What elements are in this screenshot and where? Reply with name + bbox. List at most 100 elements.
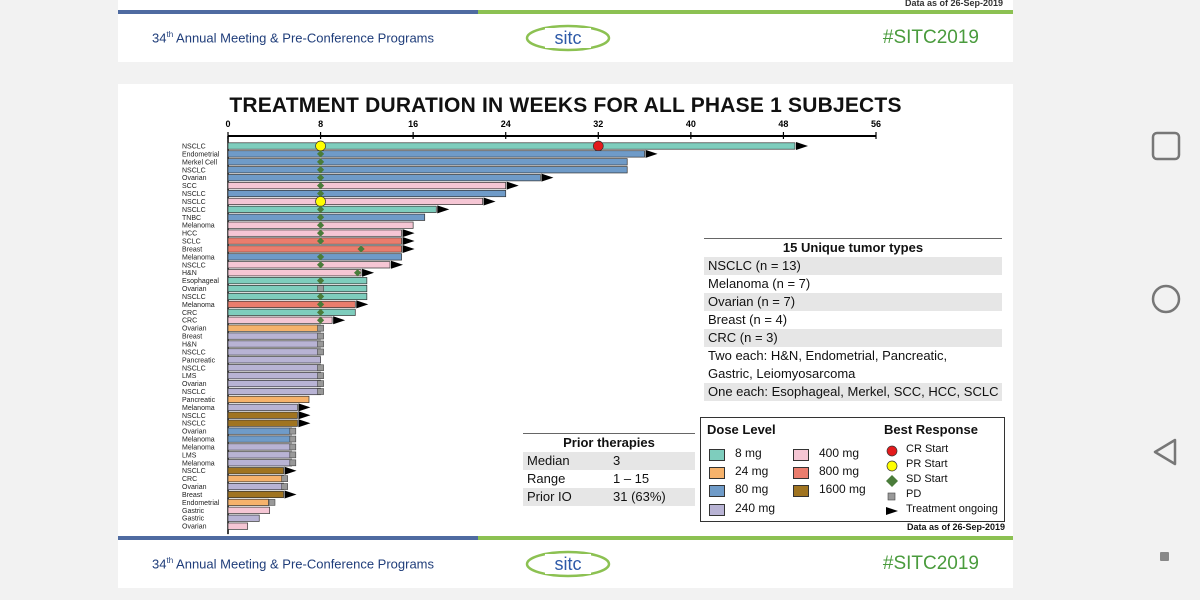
x-tick-label: 8 <box>318 119 323 129</box>
duration-bar <box>227 174 541 182</box>
ongoing-arrow <box>391 260 403 269</box>
slide-bottom-gap <box>118 588 1013 600</box>
sitc-logo-footer: sitc <box>525 550 611 578</box>
duration-bar <box>227 340 321 348</box>
subject-label: Ovarian <box>182 484 207 491</box>
subject-label: Gastric <box>182 508 205 515</box>
response-legend-label: PR Start <box>906 458 948 470</box>
cr-marker <box>592 140 604 152</box>
ongoing-arrow <box>541 173 554 182</box>
subject-label: Ovarian <box>182 175 207 182</box>
dose-legend-label: 80 mg <box>735 482 769 496</box>
duration-bar <box>227 411 298 419</box>
tumor-types-table: 15 Unique tumor types NSCLC (n = 13) Mela… <box>704 238 1002 401</box>
recent-apps-button[interactable] <box>1150 130 1182 162</box>
response-legend-label: Treatment ongoing <box>906 503 998 515</box>
duration-bar <box>227 427 292 435</box>
subject-label: NSCLC <box>182 199 206 206</box>
duration-bar <box>227 182 507 190</box>
slide-gap <box>118 62 1013 84</box>
dose-legend-label: 400 mg <box>819 446 860 460</box>
ongoing-arrow <box>298 411 311 420</box>
footer-band <box>118 536 1013 540</box>
duration-bar <box>227 490 284 499</box>
subject-label: Melanoma <box>182 302 215 309</box>
prior-therapy-row: Prior IO 31 (63%) <box>523 488 695 506</box>
subject-label: NSCLC <box>182 421 206 428</box>
meeting-title-footer: 34th Annual Meeting & Pre-Conference Pro… <box>152 556 435 572</box>
data-as-of-bottom: Data as of 26-Sep-2019 <box>906 522 1005 532</box>
bottom-header: 34th Annual Meeting & Pre-Conference Pro… <box>118 540 1013 588</box>
subject-label: TNBC <box>182 215 201 222</box>
hashtag-footer: #SITC2019 <box>882 553 979 574</box>
subject-label: Ovarian <box>182 326 207 333</box>
subject-label: SCC <box>182 183 197 190</box>
duration-bar <box>227 419 298 427</box>
subject-label: LMS <box>182 373 197 380</box>
dose-legend-label: 24 mg <box>735 464 769 478</box>
pr-marker <box>315 140 326 152</box>
duration-bar <box>227 189 507 198</box>
response-symbol <box>886 460 898 472</box>
pd-marker <box>289 443 297 451</box>
pd-marker <box>281 483 288 490</box>
pd-marker <box>268 499 276 506</box>
ongoing-arrow <box>437 205 450 214</box>
dose-swatch <box>709 467 725 479</box>
ongoing-arrow <box>796 142 808 150</box>
ongoing-arrow <box>333 316 346 325</box>
top-header: 34th Annual Meeting & Pre-Conference Pro… <box>118 14 1013 62</box>
duration-bar <box>227 435 292 443</box>
subject-label: Melanoma <box>182 460 215 467</box>
duration-bar <box>227 483 284 491</box>
tumor-type-row: Two each: H&N, Endometrial, Pancreatic, <box>708 348 948 363</box>
sitc-logo: sitc <box>525 24 611 52</box>
tumor-type-row: Breast (n = 4) <box>708 312 788 327</box>
duration-bar <box>227 459 292 467</box>
duration-bar <box>227 158 628 166</box>
dose-swatch <box>793 467 809 479</box>
response-legend-label: CR Start <box>906 443 949 455</box>
nav-dot[interactable] <box>1160 552 1169 561</box>
duration-bar <box>227 253 402 261</box>
logo-text: sitc <box>555 28 582 48</box>
response-symbol <box>886 507 898 515</box>
duration-bar <box>227 443 292 451</box>
prior-therapies-table: Prior therapies Median 3 Range 1 – 15 Prior … <box>523 433 695 506</box>
duration-bar <box>227 237 402 245</box>
home-button[interactable] <box>1150 283 1182 315</box>
subject-label: NSCLC <box>182 349 206 356</box>
duration-bar <box>227 150 645 158</box>
back-button[interactable] <box>1150 436 1182 468</box>
subject-label: Esophageal <box>182 278 219 285</box>
chart-title: TREATMENT DURATION IN WEEKS FOR ALL PHAS… <box>229 94 902 117</box>
duration-bar <box>227 213 426 221</box>
slide: Data as of 26-Sep-2019 34th Annual Meeti… <box>118 0 1013 600</box>
response-legend-label: SD Start <box>906 473 948 485</box>
duration-bar <box>227 166 628 174</box>
duration-bar <box>227 451 292 459</box>
subject-label: Endometrial <box>182 500 220 507</box>
duration-bar <box>227 197 483 205</box>
duration-bar <box>227 277 368 285</box>
subject-label: SCLC <box>182 239 201 246</box>
tumor-type-row: Melanoma (n = 7) <box>708 276 811 291</box>
subject-label: Ovarian <box>182 381 207 388</box>
subject-label: Pancreatic <box>182 357 216 364</box>
subject-label: H&N <box>182 270 197 277</box>
subject-label: H&N <box>182 342 197 349</box>
tumor-type-row: Ovarian (n = 7) <box>704 293 1002 311</box>
prior-therapies-title: Prior therapies <box>523 433 695 452</box>
response-symbol <box>886 475 898 487</box>
pd-marker <box>317 348 324 356</box>
legend: Dose Level Best Response 8 mg 24 mg 80 mg 2… <box>700 417 1005 522</box>
subject-label: NSCLC <box>182 191 206 198</box>
pd-marker <box>317 340 324 348</box>
subject-label: HCC <box>182 231 197 238</box>
ongoing-arrow <box>402 244 415 253</box>
subject-label: Ovarian <box>182 429 207 436</box>
ongoing-arrow <box>402 229 415 238</box>
pd-marker <box>289 427 297 435</box>
pd-marker <box>317 380 324 387</box>
ongoing-arrow <box>298 419 311 428</box>
